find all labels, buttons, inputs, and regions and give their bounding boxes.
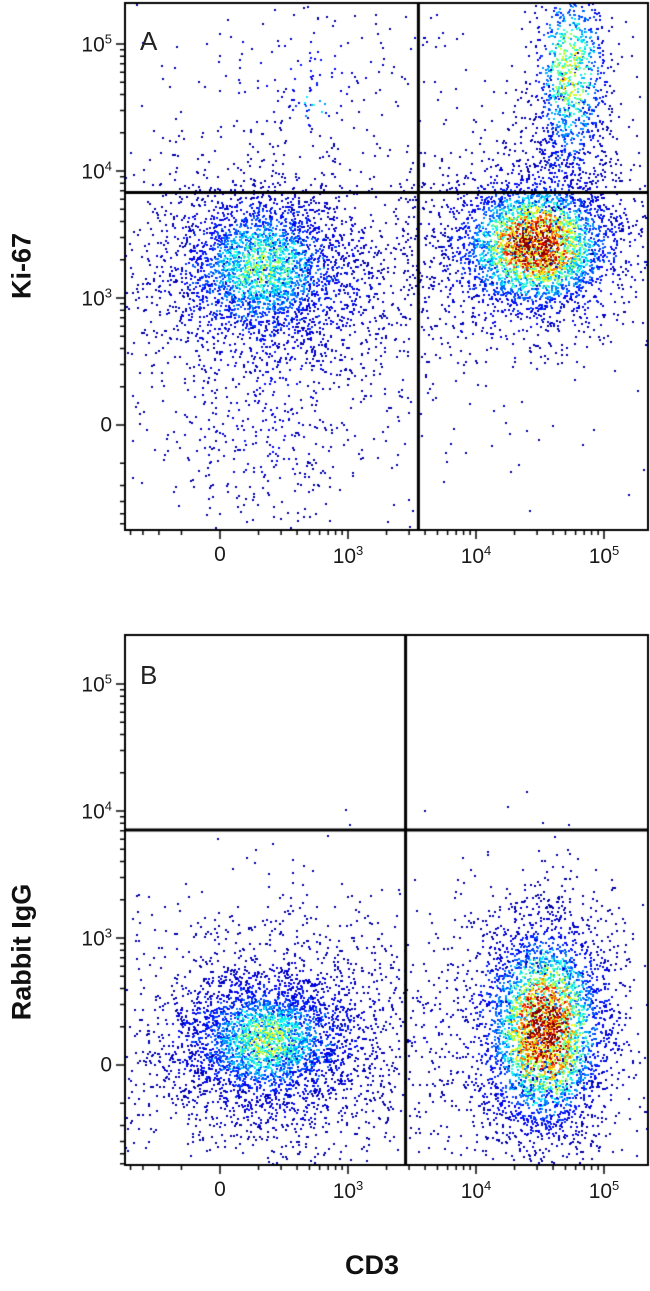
x-tick-label: 103 [332,1178,364,1203]
x-tick-label: 0 [214,1178,226,1201]
y-axis-label-rabbit-igg: Rabbit IgG [6,883,37,1021]
y-tick-label: 103 [81,285,112,311]
x-axis-label-cd3: CD3 [344,1250,400,1280]
x-tick-label: 105 [588,1178,620,1203]
y-tick-label: 103 [81,925,112,951]
x-tick-label: 103 [332,543,364,568]
x-tick-label: 104 [460,1178,492,1203]
panel-b-letter: B [140,660,158,690]
panel-a-letter: A [140,26,158,56]
y-tick-label: 0 [100,413,112,437]
x-tick-label: 105 [588,543,620,568]
x-tick-label: 0 [214,543,226,566]
y-tick-label: 104 [81,798,112,824]
x-tick-label: 104 [460,543,492,568]
y-tick-label: 0 [100,1053,112,1077]
y-tick-label: 104 [81,158,112,184]
y-tick-label: 105 [81,31,112,57]
y-tick-label: 105 [81,671,112,697]
y-axis-label-ki67: Ki-67 [6,232,37,300]
